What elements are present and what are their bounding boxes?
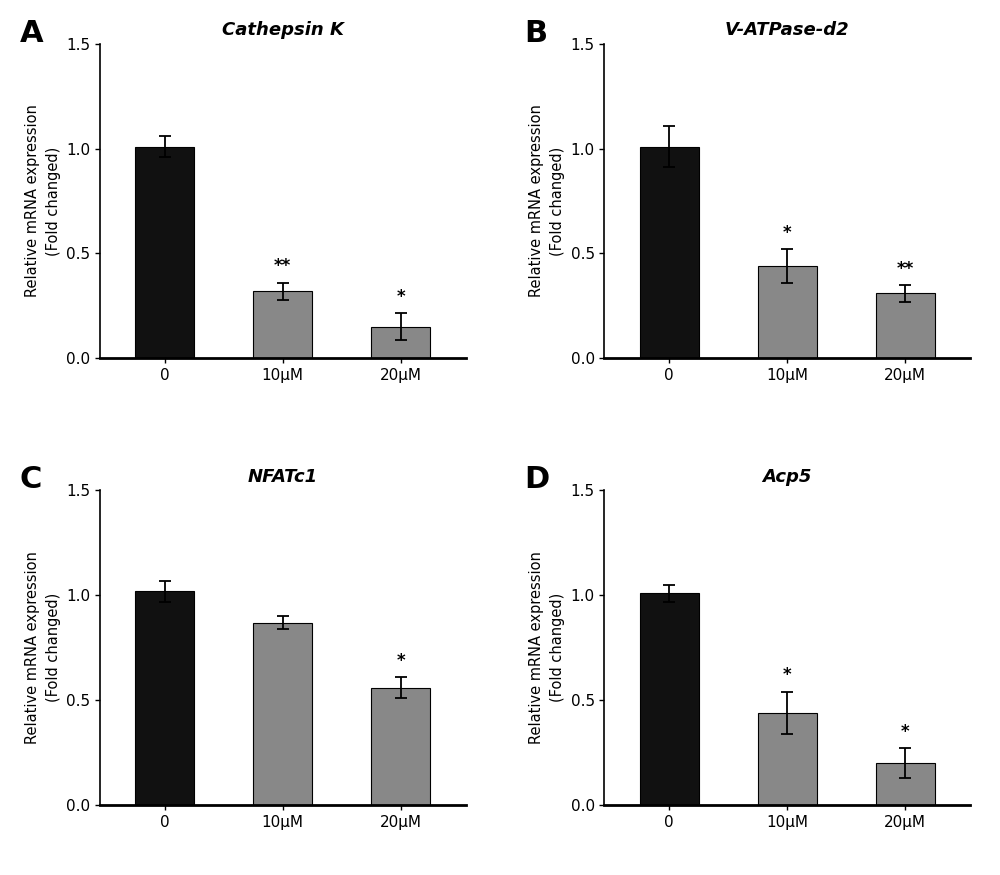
Bar bbox=[371, 327, 430, 359]
Bar bbox=[640, 146, 699, 359]
Title: Cathepsin K: Cathepsin K bbox=[222, 21, 344, 39]
Bar bbox=[876, 293, 935, 359]
Bar bbox=[135, 146, 194, 359]
Bar bbox=[135, 592, 194, 805]
Title: NFATc1: NFATc1 bbox=[248, 468, 318, 486]
Y-axis label: Relative mRNA expression
(Fold changed): Relative mRNA expression (Fold changed) bbox=[529, 551, 565, 744]
Text: *: * bbox=[901, 723, 909, 741]
Text: *: * bbox=[396, 652, 405, 669]
Text: **: ** bbox=[897, 260, 914, 277]
Bar bbox=[371, 688, 430, 805]
Text: B: B bbox=[524, 18, 547, 47]
Text: *: * bbox=[783, 667, 792, 684]
Bar bbox=[640, 593, 699, 805]
Text: C: C bbox=[20, 466, 42, 494]
Title: V-ATPase-d2: V-ATPase-d2 bbox=[725, 21, 850, 39]
Text: *: * bbox=[396, 288, 405, 306]
Bar bbox=[253, 291, 312, 359]
Text: A: A bbox=[20, 18, 43, 47]
Text: *: * bbox=[783, 224, 792, 242]
Bar bbox=[758, 266, 817, 359]
Bar bbox=[253, 622, 312, 805]
Text: D: D bbox=[524, 466, 549, 494]
Title: Acp5: Acp5 bbox=[763, 468, 812, 486]
Bar bbox=[758, 713, 817, 805]
Y-axis label: Relative mRNA expression
(Fold changed): Relative mRNA expression (Fold changed) bbox=[25, 105, 61, 298]
Text: **: ** bbox=[274, 257, 291, 276]
Y-axis label: Relative mRNA expression
(Fold changed): Relative mRNA expression (Fold changed) bbox=[25, 551, 61, 744]
Y-axis label: Relative mRNA expression
(Fold changed): Relative mRNA expression (Fold changed) bbox=[529, 105, 565, 298]
Bar bbox=[876, 763, 935, 805]
